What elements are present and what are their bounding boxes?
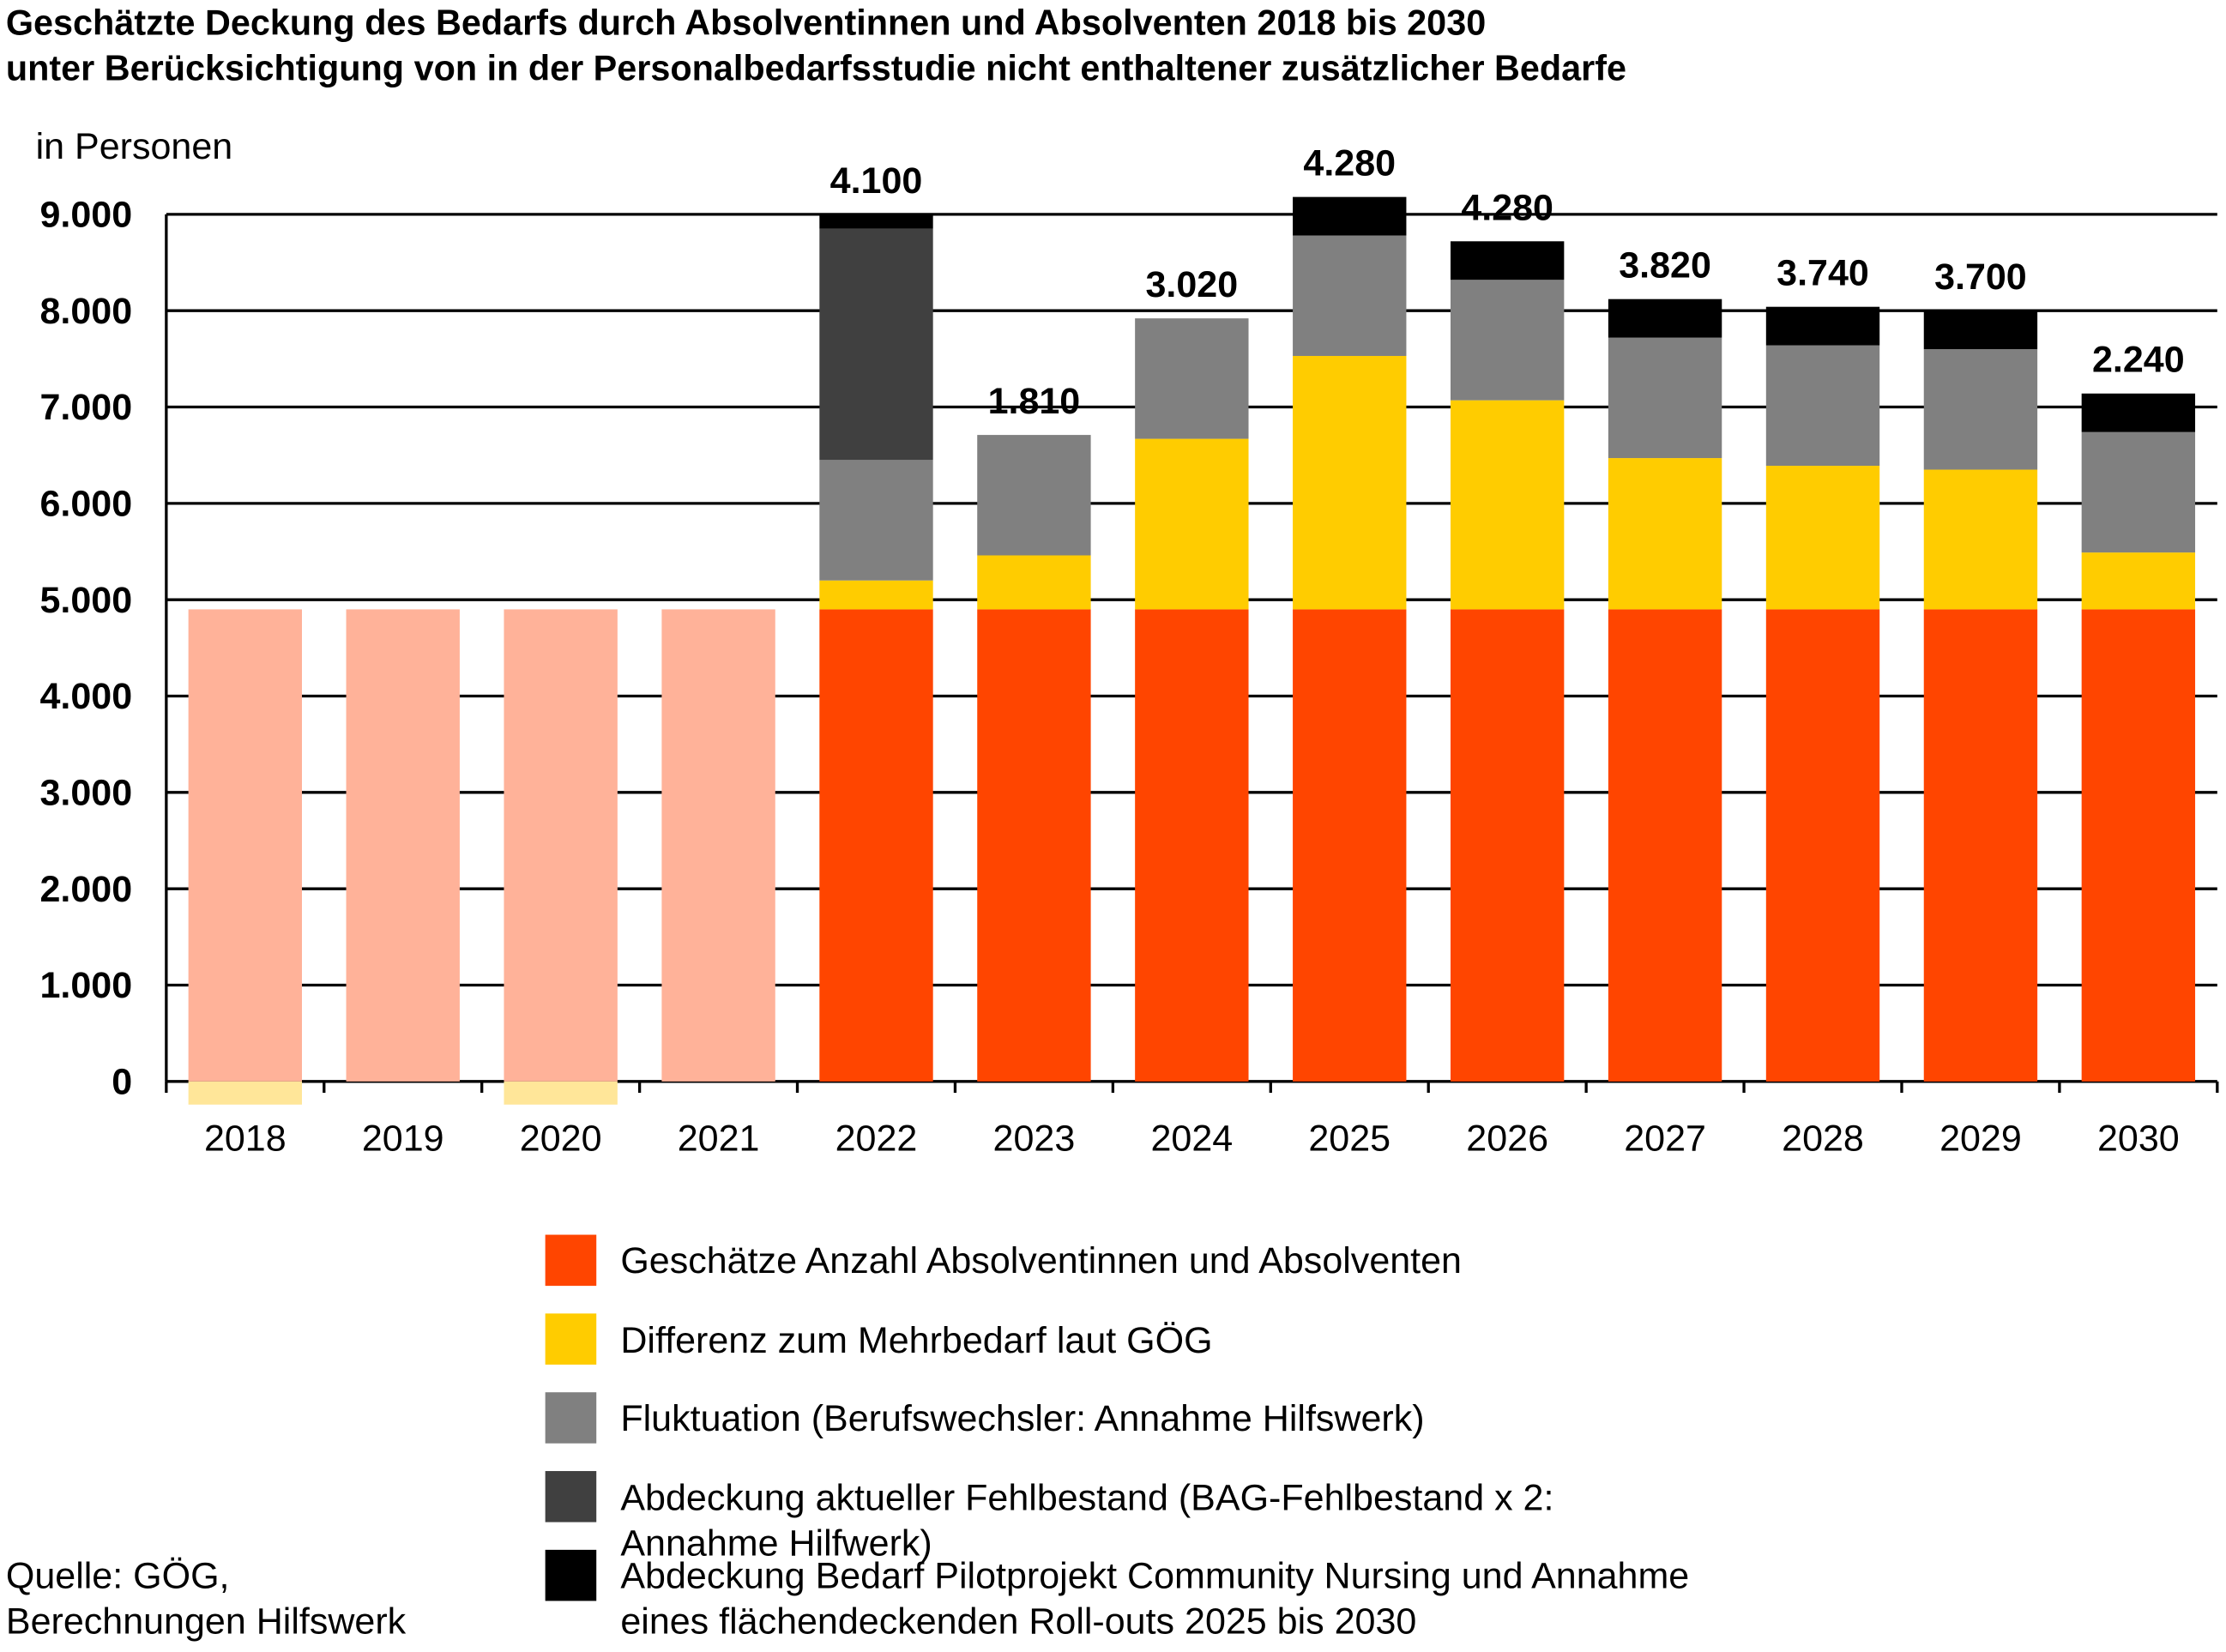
y-tick-label: 2.000	[39, 869, 132, 910]
total-label: 4.280	[1303, 143, 1396, 184]
bar-segment	[1608, 609, 1722, 1082]
legend-label: Abdeckung Bedarf Pilotprojekt Community …	[620, 1553, 1690, 1643]
bar-segment	[1923, 609, 2038, 1082]
bar-segment	[1923, 311, 2038, 350]
bar-segment	[1293, 355, 1407, 610]
bar-segment	[1450, 609, 1565, 1082]
y-tick-label: 9.000	[39, 195, 132, 236]
y-tick-label: 1.000	[39, 965, 132, 1006]
bar-segment	[819, 580, 933, 610]
total-label: 2.240	[2092, 340, 2185, 381]
bar-segment	[1450, 280, 1565, 401]
x-tick-label: 2024	[1150, 1118, 1233, 1160]
y-tick-label: 6.000	[39, 484, 132, 525]
bar-segment	[1608, 337, 1722, 459]
bar-segment	[188, 609, 303, 1082]
x-tick-label: 2030	[2097, 1118, 2180, 1160]
bar-segment	[1765, 345, 1880, 467]
bar-segment	[1608, 458, 1722, 610]
bar-segment	[819, 609, 933, 1082]
bar-segment	[1135, 438, 1249, 610]
bar-segment	[1293, 609, 1407, 1082]
legend-label-text: Abdeckung Bedarf Pilotprojekt Community …	[620, 1553, 1690, 1643]
x-tick-label: 2019	[362, 1118, 444, 1160]
legend-label: Geschätze Anzahl Absolventinnen und Abso…	[620, 1239, 1462, 1282]
axis-label: in Personen	[36, 126, 233, 167]
bar-segment	[819, 214, 933, 229]
bar-segment	[977, 555, 1091, 610]
legend-swatch	[545, 1471, 597, 1522]
x-tick-label: 2020	[520, 1118, 602, 1160]
bar-segment	[2081, 393, 2196, 432]
legend-label-text: Differenz zum Mehrbedarf laut GÖG	[620, 1317, 1213, 1360]
bar-segment	[2081, 431, 2196, 553]
x-tick-label: 2026	[1466, 1118, 1548, 1160]
bar-segment	[2081, 609, 2196, 1082]
bar-segment	[819, 460, 933, 581]
total-label: 3.740	[1777, 253, 1869, 294]
x-tick-label: 2027	[1624, 1118, 1706, 1160]
x-tick-label: 2021	[678, 1118, 760, 1160]
bar-segment	[661, 609, 775, 1082]
bar-segment	[1450, 400, 1565, 610]
total-label: 4.280	[1461, 187, 1553, 228]
y-tick-label: 7.000	[39, 387, 132, 428]
chart-title: Geschätzte Deckung des Bedarfs durch Abs…	[6, 3, 1486, 43]
total-label: 3.700	[1934, 256, 2027, 298]
bar-segment	[1450, 241, 1565, 280]
source: Quelle: GÖG, Berechnungen Hilfswerk	[5, 1553, 407, 1643]
legend-swatch	[545, 1392, 597, 1444]
x-tick-label: 2028	[1782, 1118, 1864, 1160]
legend-swatch	[545, 1549, 597, 1601]
bar-segment	[1608, 298, 1722, 338]
bar-segment	[504, 1081, 618, 1105]
y-tick-label: 5.000	[39, 580, 132, 621]
bar-segment	[188, 1081, 303, 1105]
bar-segment	[1293, 196, 1407, 236]
legend-swatch	[545, 1234, 597, 1287]
x-tick-label: 2029	[1939, 1118, 2022, 1160]
total-label: 4.100	[830, 160, 923, 202]
bar-segment	[1135, 609, 1249, 1082]
x-tick-label: 2022	[836, 1118, 918, 1160]
source-text: Quelle: GÖG, Berechnungen Hilfswerk	[5, 1553, 407, 1643]
bar-segment	[1293, 235, 1407, 356]
y-tick-label: 8.000	[39, 291, 132, 332]
legend-label: Fluktuation (Berufswechsler: Annahme Hil…	[620, 1396, 1425, 1439]
bar-segment	[977, 435, 1091, 556]
bar-segment	[1765, 609, 1880, 1082]
x-tick-label: 2023	[993, 1118, 1076, 1160]
bar-segment	[1923, 469, 2038, 610]
legend-label-text: Abdeckung aktueller Fehlbestand (BAG-Feh…	[620, 1474, 1554, 1564]
bar-segment	[819, 228, 933, 461]
bar-segment	[504, 609, 618, 1082]
legend-label-text: Fluktuation (Berufswechsler: Annahme Hil…	[620, 1396, 1425, 1439]
y-tick-label: 4.000	[39, 676, 132, 717]
legend-label: Abdeckung aktueller Fehlbestand (BAG-Feh…	[620, 1474, 1554, 1564]
total-label: 3.820	[1619, 245, 1711, 286]
bar-segment	[1923, 349, 2038, 470]
bar-segment	[1765, 306, 1880, 346]
legend-label-text: Geschätze Anzahl Absolventinnen und Abso…	[620, 1239, 1462, 1282]
bar-segment	[1765, 466, 1880, 610]
chart-title: unter Berücksichtigung von in der Person…	[6, 49, 1626, 88]
x-tick-label: 2025	[1308, 1118, 1390, 1160]
bar-segment	[977, 609, 1091, 1082]
bar-segment	[2081, 552, 2196, 610]
bar-segment	[1135, 318, 1249, 439]
x-tick-label: 2018	[204, 1118, 287, 1160]
legend-label: Differenz zum Mehrbedarf laut GÖG	[620, 1317, 1213, 1360]
y-tick-label: 0	[112, 1062, 132, 1103]
y-tick-label: 3.000	[39, 773, 132, 814]
total-label: 1.810	[988, 381, 1081, 422]
total-label: 3.020	[1146, 264, 1239, 305]
bar-segment	[346, 609, 460, 1082]
legend-swatch	[545, 1313, 597, 1365]
